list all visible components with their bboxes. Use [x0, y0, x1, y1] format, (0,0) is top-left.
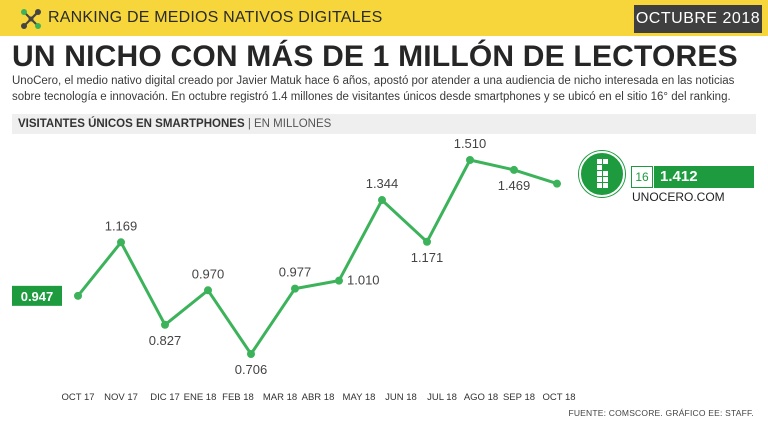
- data-point-sep-18: [553, 179, 561, 188]
- x-tick-label: ENE 18: [184, 392, 217, 403]
- data-point-nov-17: [117, 238, 125, 247]
- x-tick-label: OCT 17: [61, 392, 94, 403]
- x-tick-label: NOV 17: [104, 392, 138, 403]
- x-tick-label: MAY 18: [343, 392, 376, 403]
- series-line: [76, 158, 558, 356]
- chart-title: VISITANTES ÚNICOS EN SMARTPHONES: [18, 118, 245, 130]
- data-label: 1.171: [411, 250, 444, 265]
- x-tick-label: MAR 18: [263, 392, 297, 403]
- data-label: 1.010: [347, 273, 380, 288]
- x-tick-label: OCT 18: [542, 392, 575, 403]
- data-label: 0.706: [235, 362, 268, 377]
- data-point-ene-18: [204, 286, 212, 295]
- data-label: 1.510: [454, 136, 487, 151]
- data-point-oct-17: [74, 291, 82, 300]
- x-tick-label: AGO 18: [464, 392, 498, 403]
- data-label: 1.344: [366, 176, 399, 191]
- data-point-jul-18: [466, 156, 474, 164]
- section-title: RANKING DE MEDIOS NATIVOS DIGITALES: [48, 9, 383, 26]
- x-tick-label: JUN 18: [385, 392, 417, 403]
- data-point-abr-18: [335, 276, 343, 285]
- latest-value-badge: 1.412: [654, 166, 754, 188]
- data-point-ago-18: [510, 165, 518, 174]
- x-tick-label: JUL 18: [427, 392, 457, 403]
- data-label: 1.169: [105, 218, 138, 233]
- data-point-jun-18: [423, 237, 431, 246]
- date-badge: OCTUBRE 2018: [634, 5, 762, 33]
- x-tick-label: ABR 18: [302, 392, 335, 403]
- rank-badge: 16: [631, 166, 653, 188]
- top-banner: RANKING DE MEDIOS NATIVOS DIGITALES OCTU…: [0, 0, 768, 36]
- unocero-logo-icon: [578, 150, 626, 198]
- data-label: 0.977: [279, 265, 312, 280]
- source-note: FUENTE: COMSCORE. GRÁFICO EE: STAFF.: [568, 408, 754, 418]
- x-tick-label: DIC 17: [150, 392, 180, 403]
- data-label: 1.469: [498, 178, 531, 193]
- x-tick-label: SEP 18: [503, 392, 535, 403]
- data-label: 0.827: [149, 333, 182, 348]
- x-tick-label: FEB 18: [222, 392, 254, 403]
- data-point-may-18: [378, 196, 386, 205]
- site-name: UNOCERO.COM: [632, 190, 725, 204]
- data-label: 0.970: [192, 266, 225, 281]
- data-point-feb-18: [247, 350, 255, 358]
- first-value-label: 0.947: [21, 289, 54, 304]
- data-point-dic-17: [161, 320, 169, 329]
- network-nodes-icon: [21, 9, 41, 29]
- chart-unit: | EN MILLONES: [244, 118, 332, 130]
- page-title: UN NICHO CON MÁS DE 1 MILLÓN DE LECTORES: [12, 40, 738, 73]
- intro-paragraph: UnoCero, el medio nativo digital creado …: [12, 75, 735, 103]
- first-value-badge: [12, 285, 62, 306]
- chart-label-bar: VISITANTES ÚNICOS EN SMARTPHONES | EN MI…: [12, 114, 756, 134]
- data-point-mar-18: [291, 284, 299, 293]
